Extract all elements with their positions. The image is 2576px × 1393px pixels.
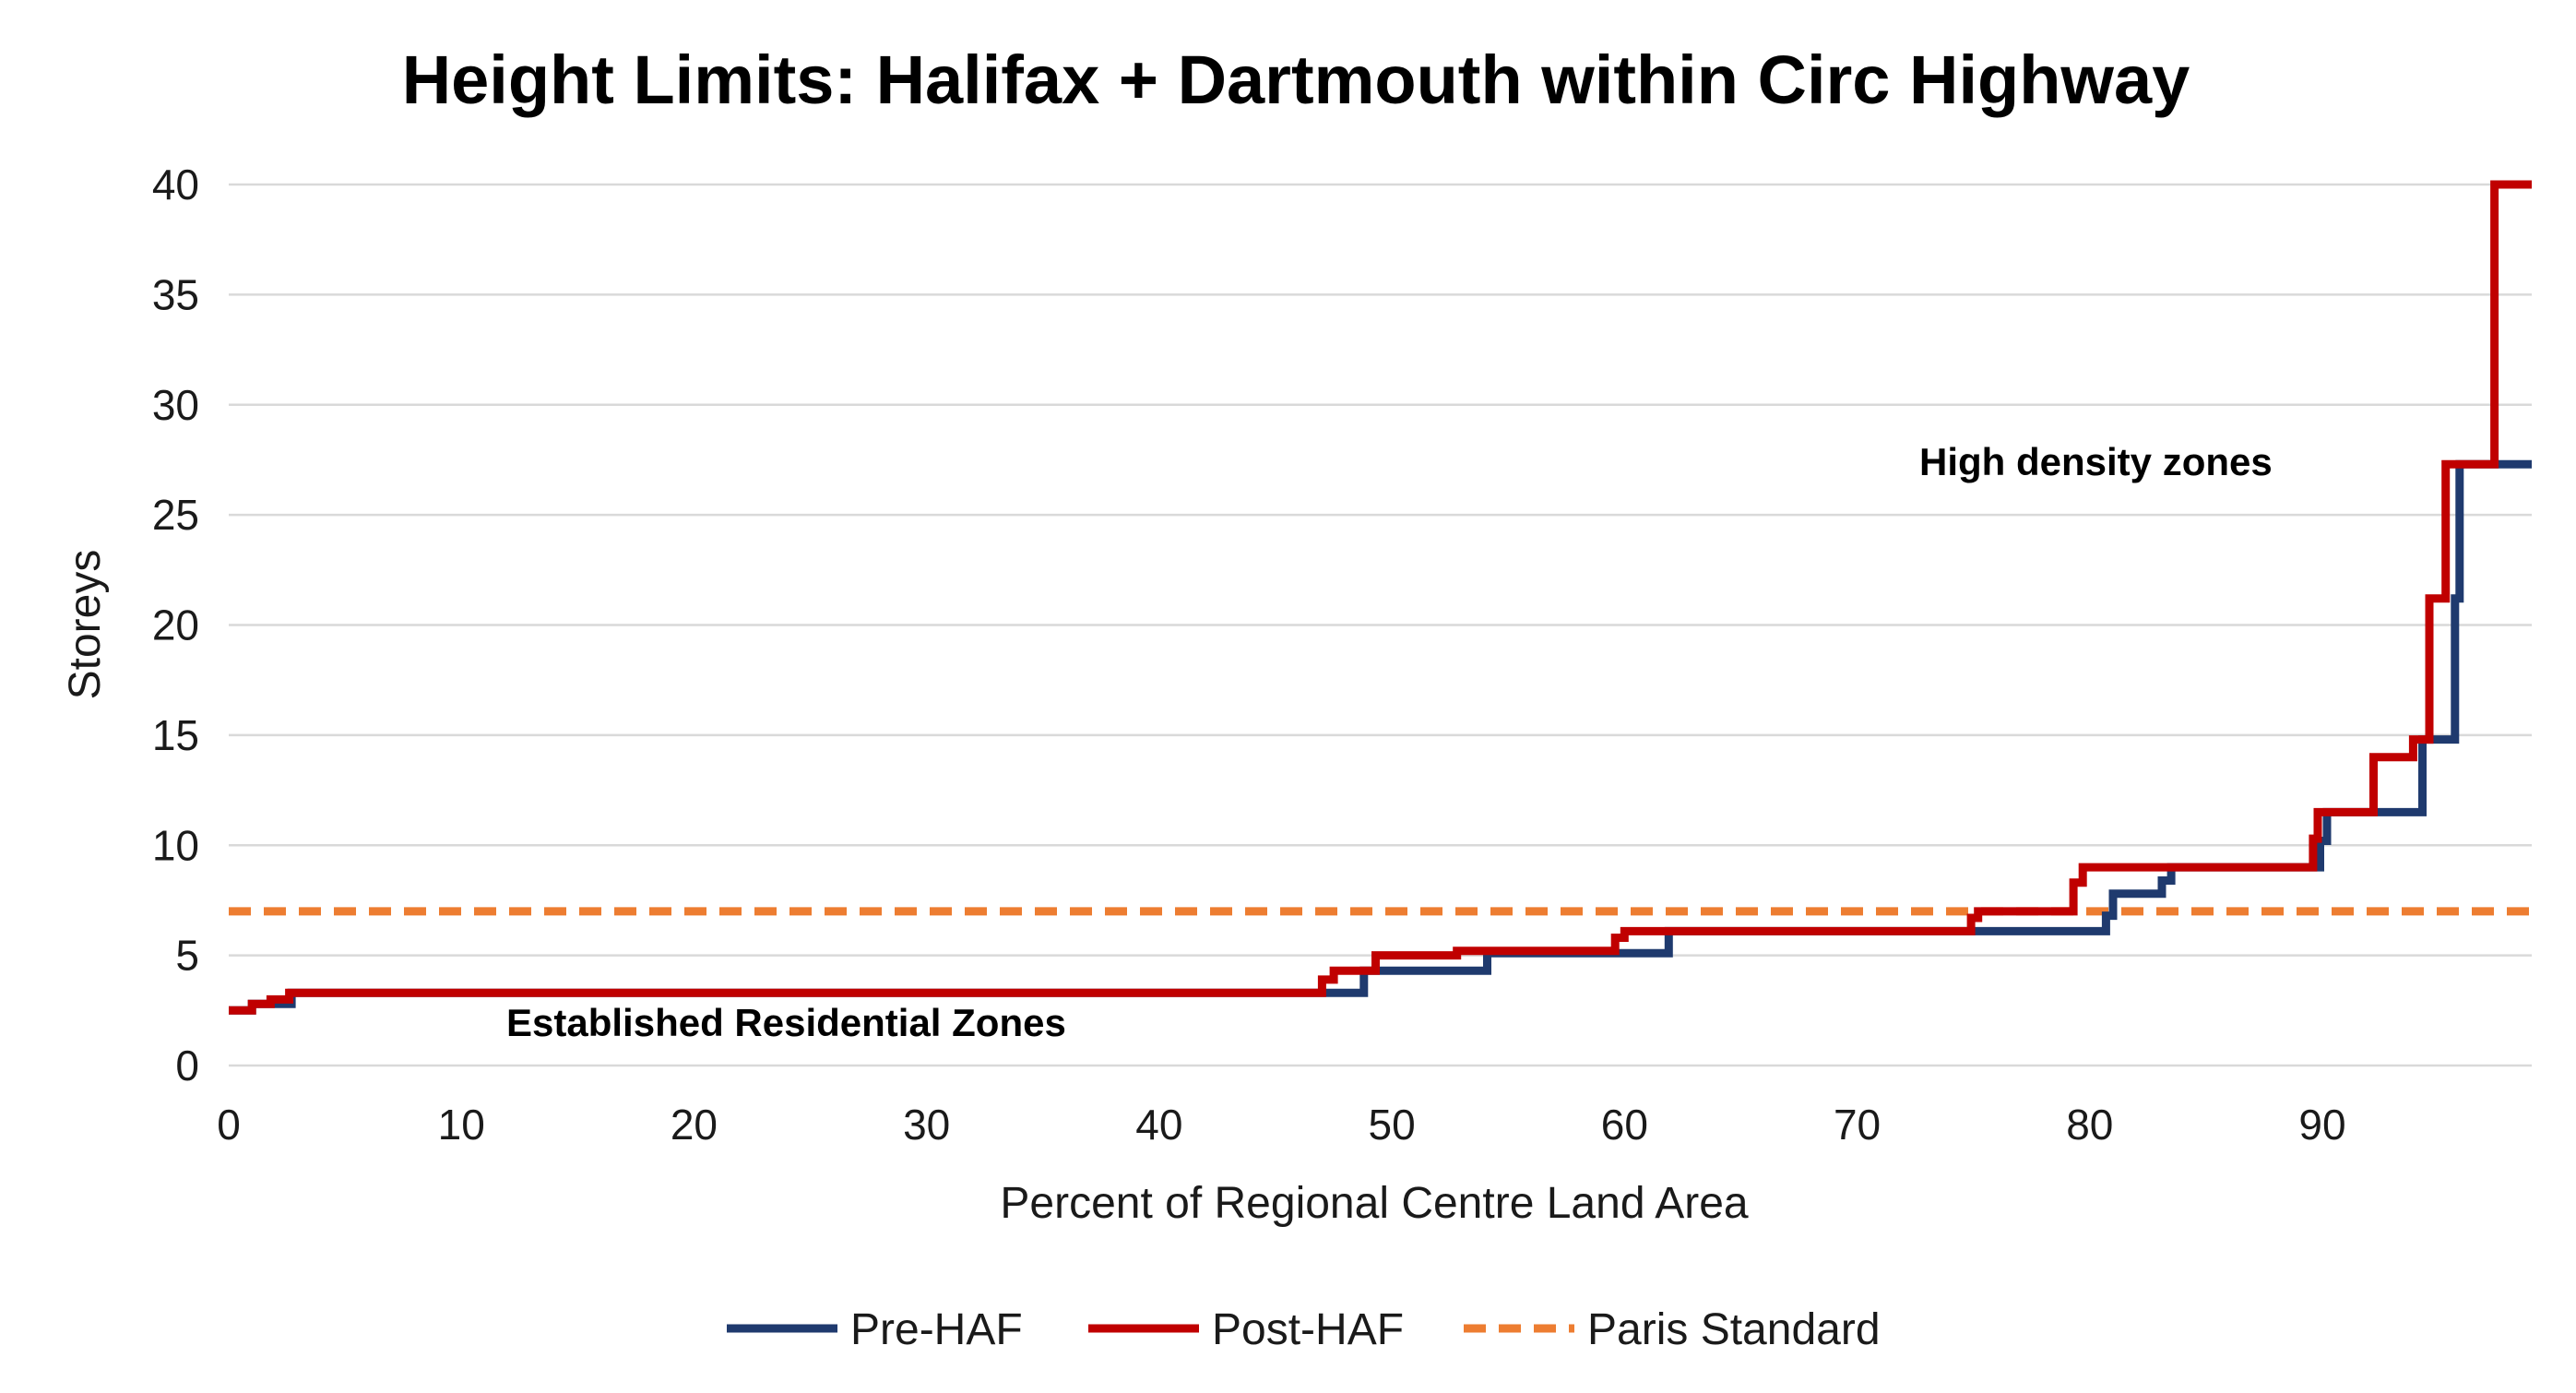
x-tick-label-0: 0 <box>217 1101 241 1149</box>
y-tick-label-3: 15 <box>152 711 199 759</box>
x-tick-label-4: 40 <box>1135 1101 1182 1149</box>
y-tick-label-2: 10 <box>152 821 199 869</box>
series-line-pre-haf <box>229 459 2532 1015</box>
series-layer <box>229 180 2532 1015</box>
tick-layer: 0 5 10 15 20 25 30 35 40 0 10 20 30 40 50 60 70 80 90 <box>152 161 2346 1149</box>
y-tick-label-6: 30 <box>152 381 199 429</box>
legend-item-pre-haf: Pre-HAF <box>727 1305 1023 1354</box>
series-line-post-haf <box>229 180 2532 1015</box>
x-tick-label-1: 10 <box>438 1101 485 1149</box>
chart-title: Height Limits: Halifax + Dartmouth withi… <box>402 42 2190 118</box>
y-axis-label: Storeys <box>61 550 110 700</box>
x-tick-label-2: 20 <box>671 1101 718 1149</box>
y-tick-label-5: 25 <box>152 491 199 539</box>
y-tick-label-7: 35 <box>152 270 199 318</box>
grid-layer <box>229 183 2532 1067</box>
y-tick-label-0: 0 <box>175 1042 199 1089</box>
annotation-established-residential: Established Residential Zones <box>506 1001 1066 1044</box>
y-tick-label-1: 5 <box>175 932 199 980</box>
x-tick-label-9: 90 <box>2298 1101 2345 1149</box>
x-axis-label: Percent of Regional Centre Land Area <box>1000 1179 1749 1228</box>
legend-label-post-haf: Post-HAF <box>1212 1305 1404 1354</box>
legend-label-pre-haf: Pre-HAF <box>850 1305 1023 1354</box>
legend-label-paris-standard: Paris Standard <box>1587 1305 1881 1354</box>
legend-item-paris-standard: Paris Standard <box>1464 1305 1881 1354</box>
x-tick-label-3: 30 <box>903 1101 950 1149</box>
y-tick-label-8: 40 <box>152 161 199 208</box>
legend: Pre-HAF Post-HAF Paris Standard <box>727 1305 1881 1354</box>
annotation-high-density: High density zones <box>1919 440 2273 483</box>
legend-item-post-haf: Post-HAF <box>1088 1305 1404 1354</box>
x-tick-label-6: 60 <box>1601 1101 1648 1149</box>
y-tick-label-4: 20 <box>152 601 199 649</box>
x-tick-label-5: 50 <box>1369 1101 1416 1149</box>
x-tick-label-8: 80 <box>2066 1101 2113 1149</box>
x-tick-label-7: 70 <box>1834 1101 1881 1149</box>
